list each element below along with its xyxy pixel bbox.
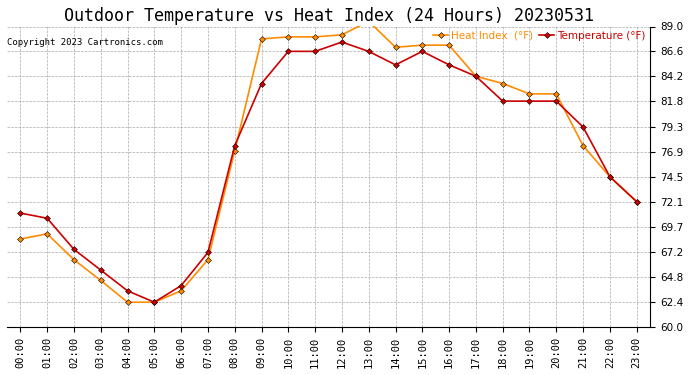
Heat Index  (°F) [230,148,239,153]
Title: Outdoor Temperature vs Heat Index (24 Hours) 20230531: Outdoor Temperature vs Heat Index (24 Ho… [63,7,593,25]
Temperature (°F) [284,49,293,54]
Temperature (°F) [633,200,641,204]
Heat Index  (°F) [364,19,373,24]
Heat Index  (°F) [311,34,319,39]
Temperature (°F) [338,40,346,44]
Heat Index  (°F) [177,288,186,293]
Heat Index  (°F) [525,92,533,96]
Heat Index  (°F) [391,45,400,50]
Temperature (°F) [230,144,239,148]
Heat Index  (°F) [606,174,614,179]
Temperature (°F) [311,49,319,54]
Temperature (°F) [364,49,373,54]
Heat Index  (°F) [472,74,480,78]
Temperature (°F) [70,247,78,252]
Heat Index  (°F) [579,144,587,148]
Temperature (°F) [16,211,24,215]
Line: Heat Index  (°F): Heat Index (°F) [18,19,639,304]
Heat Index  (°F) [499,81,507,86]
Heat Index  (°F) [338,33,346,37]
Heat Index  (°F) [124,300,132,304]
Legend: Heat Index  (°F), Temperature (°F): Heat Index (°F), Temperature (°F) [428,27,650,45]
Temperature (°F) [552,99,560,104]
Temperature (°F) [418,49,426,54]
Temperature (°F) [499,99,507,104]
Temperature (°F) [391,63,400,67]
Temperature (°F) [525,99,533,104]
Temperature (°F) [204,250,212,255]
Heat Index  (°F) [43,231,51,236]
Heat Index  (°F) [150,300,159,304]
Temperature (°F) [472,74,480,78]
Temperature (°F) [150,300,159,304]
Temperature (°F) [606,174,614,179]
Temperature (°F) [177,284,186,288]
Temperature (°F) [124,288,132,293]
Temperature (°F) [43,216,51,220]
Heat Index  (°F) [633,200,641,204]
Text: Copyright 2023 Cartronics.com: Copyright 2023 Cartronics.com [7,38,163,47]
Heat Index  (°F) [204,258,212,262]
Heat Index  (°F) [97,278,105,283]
Temperature (°F) [97,268,105,272]
Heat Index  (°F) [70,258,78,262]
Heat Index  (°F) [445,43,453,47]
Heat Index  (°F) [257,37,266,41]
Temperature (°F) [445,63,453,67]
Temperature (°F) [257,81,266,86]
Line: Temperature (°F): Temperature (°F) [18,40,639,304]
Heat Index  (°F) [418,43,426,47]
Heat Index  (°F) [284,34,293,39]
Temperature (°F) [579,125,587,129]
Heat Index  (°F) [16,237,24,241]
Heat Index  (°F) [552,92,560,96]
